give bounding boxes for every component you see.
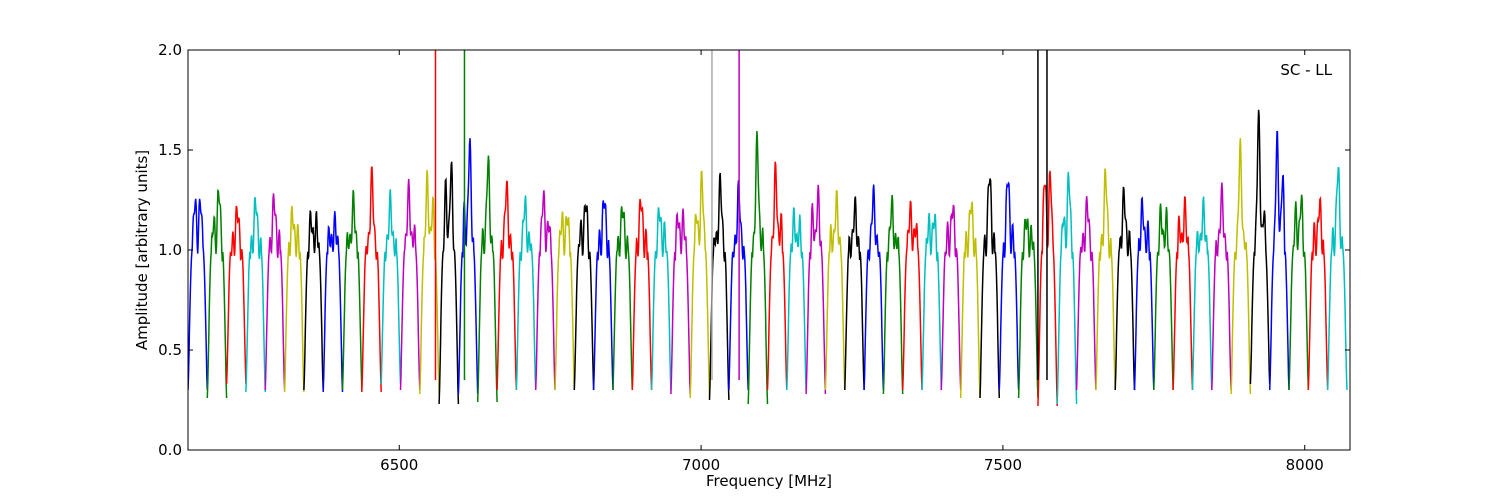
series-segment-51 [1153, 203, 1174, 391]
series-segment-42 [979, 178, 1001, 399]
series-segment-50 [1133, 196, 1155, 391]
y-axis-label: Amplitude [arbitrary units] [133, 150, 151, 350]
series-segment-52 [1172, 196, 1194, 391]
x-tick-label-3: 7500 [984, 456, 1022, 474]
series-segment-43 [998, 181, 1020, 391]
series-segment-59 [1307, 196, 1329, 391]
series-segment-7 [303, 210, 324, 391]
series-segment-6 [283, 205, 305, 393]
y-tick-label-4: 1.5 [158, 141, 182, 159]
series-segment-39 [921, 212, 943, 391]
series-segment-1 [188, 198, 209, 391]
series-segment-49 [1114, 186, 1136, 391]
series-segment-3 [225, 205, 247, 385]
series-segment-14 [438, 161, 460, 405]
series-segment-25 [650, 207, 672, 391]
series-segment-10 [361, 166, 382, 393]
series-segment-19 [534, 190, 556, 391]
series-segment-46 [1056, 171, 1078, 405]
series-segment-26 [670, 208, 691, 395]
series-segment-37 [882, 194, 904, 395]
series-segment-53 [1191, 196, 1213, 391]
series-segment-33 [805, 184, 827, 395]
series-segment-58 [1288, 194, 1310, 391]
y-tick-label-1: 0.0 [158, 441, 182, 459]
y-tick-label-2: 0.5 [158, 341, 182, 359]
series-segment-44 [1017, 218, 1039, 399]
series-segment-40 [940, 204, 962, 391]
x-axis-label: Frequency [MHz] [706, 472, 832, 490]
x-tick-label-1: 6500 [380, 456, 418, 474]
series-segment-48 [1095, 168, 1116, 391]
series-segment-32 [786, 207, 807, 391]
series-layer [188, 50, 1348, 407]
series-segment-55 [1230, 138, 1252, 395]
series-segment-23 [612, 206, 634, 391]
x-tick-label-2: 7000 [682, 456, 720, 474]
x-tick-label-4: 8000 [1286, 456, 1324, 474]
y-tick-label-5: 2.0 [158, 41, 182, 59]
series-segment-12 [399, 179, 421, 391]
series-segment-54 [1211, 182, 1232, 391]
series-segment-47 [1075, 196, 1097, 391]
series-segment-35 [844, 196, 865, 391]
series-segment-4 [245, 197, 267, 393]
series-segment-11 [380, 189, 402, 385]
series-segment-21 [573, 203, 595, 391]
tick-layer: 6500 7000 7500 8000 0.0 0.5 1.0 1.5 2.0 [158, 41, 1350, 474]
series-segment-27 [689, 170, 711, 399]
series-segment-2 [206, 188, 228, 399]
series-segment-8 [322, 211, 344, 393]
series-segment-38 [901, 200, 923, 391]
series-segment-9 [341, 189, 363, 391]
series-segment-34 [824, 189, 846, 391]
series-segment-31 [766, 161, 788, 391]
series-segment-36 [863, 184, 885, 391]
series-segment-18 [515, 195, 537, 391]
series-segment-16 [476, 155, 498, 403]
series-segment-5 [264, 193, 286, 391]
series-segment-57 [1268, 131, 1290, 391]
series-segment-28 [708, 172, 730, 401]
series-segment-60 [1326, 166, 1348, 391]
series-segment-24 [631, 198, 653, 391]
series-segment-56 [1249, 109, 1271, 385]
series-segment-41 [959, 200, 981, 399]
series-segment-20 [554, 211, 576, 391]
series-segment-30 [747, 130, 769, 405]
y-tick-label-3: 1.0 [158, 241, 182, 259]
panel-annotation: SC - LL [1280, 61, 1332, 79]
series-segment-22 [592, 200, 614, 391]
series-segment-17 [496, 180, 518, 391]
series-segment-15 [457, 138, 479, 395]
